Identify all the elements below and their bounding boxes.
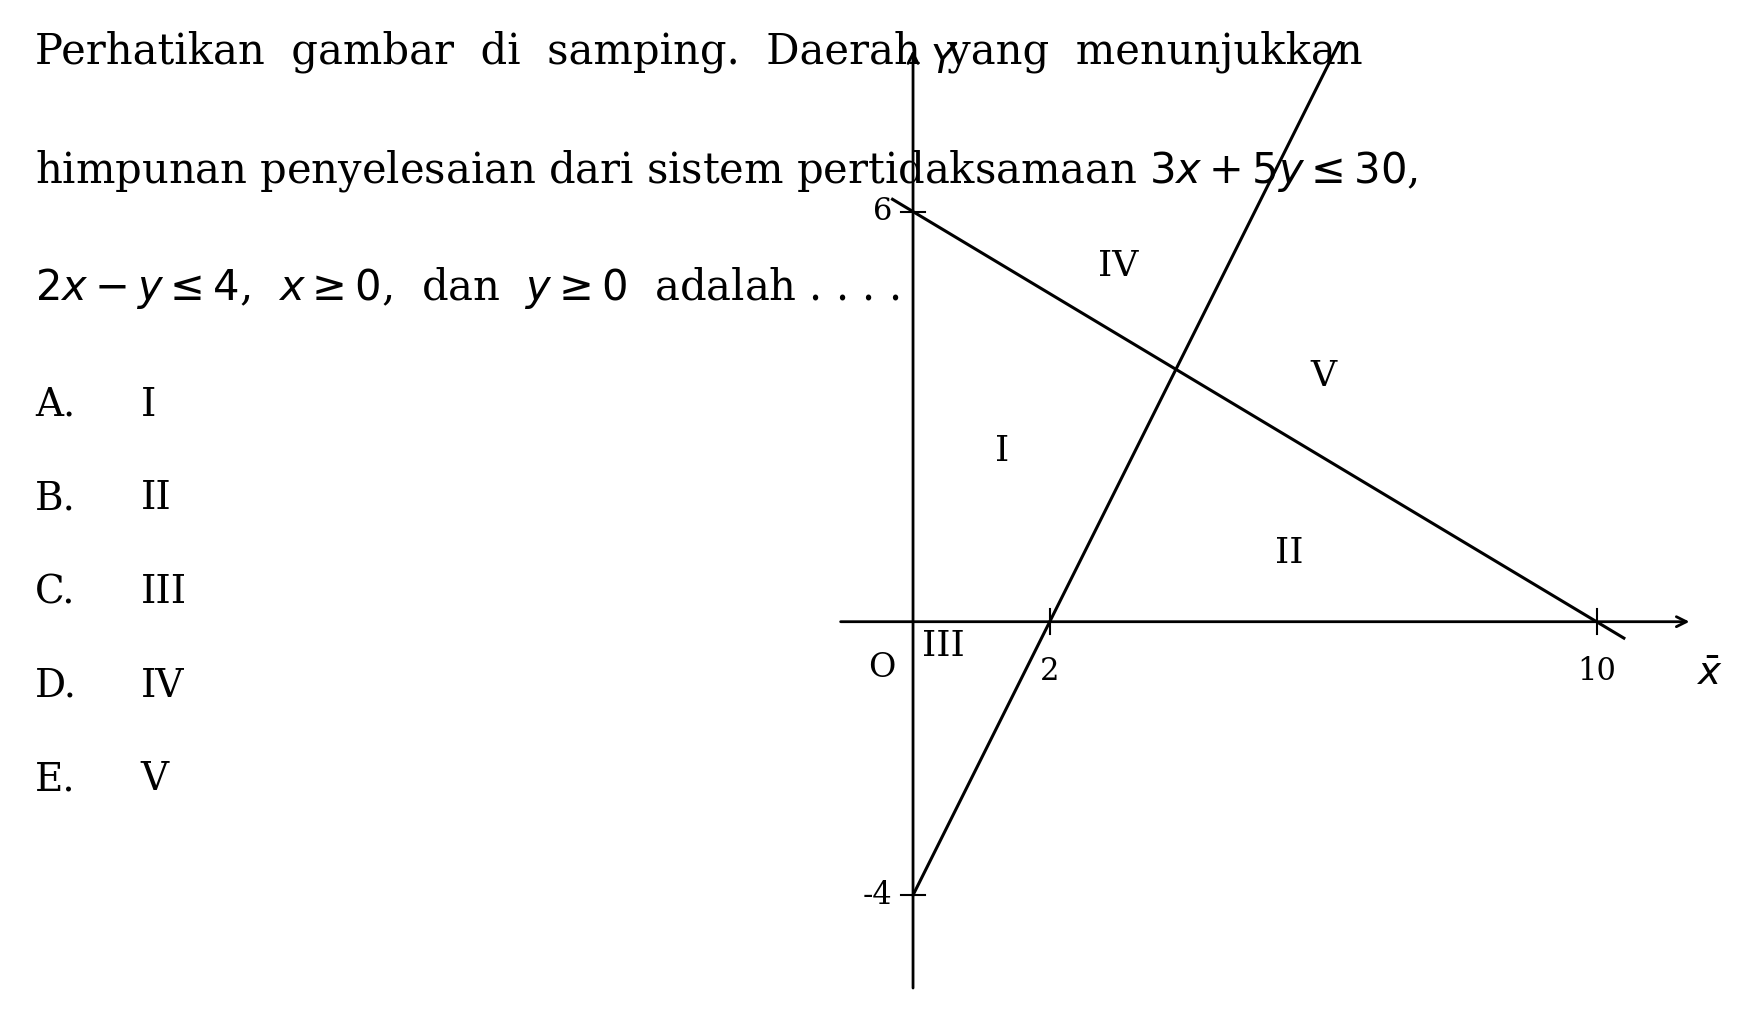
Text: -4: -4: [863, 880, 893, 911]
Text: I: I: [141, 387, 156, 423]
Text: II: II: [1276, 536, 1304, 570]
Text: 6: 6: [873, 196, 893, 227]
Text: IV: IV: [1098, 249, 1139, 283]
Text: V: V: [1311, 358, 1337, 393]
Text: 10: 10: [1578, 656, 1616, 687]
Text: C.: C.: [35, 574, 76, 611]
Text: IV: IV: [141, 668, 184, 704]
Text: II: II: [141, 480, 172, 517]
Text: himpunan penyelesaian dari sistem pertidaksamaan $3x + 5y \leq 30$,: himpunan penyelesaian dari sistem pertid…: [35, 148, 1418, 193]
Text: 2: 2: [1040, 656, 1059, 687]
Text: A.: A.: [35, 387, 76, 423]
Text: I: I: [994, 434, 1009, 468]
Text: V: V: [141, 761, 169, 798]
Text: Perhatikan  gambar  di  samping.  Daerah  yang  menunjukkan: Perhatikan gambar di samping. Daerah yan…: [35, 31, 1363, 73]
Text: O: O: [868, 653, 896, 684]
Text: III: III: [141, 574, 186, 611]
Text: $2x - y \leq 4$,  $x \geq 0$,  dan  $y \geq 0$  adalah . . . .: $2x - y \leq 4$, $x \geq 0$, dan $y \geq…: [35, 265, 900, 310]
Text: E.: E.: [35, 761, 76, 798]
Text: B.: B.: [35, 480, 76, 517]
Text: D.: D.: [35, 668, 77, 704]
Text: $Y$: $Y$: [929, 44, 958, 81]
Text: $\bar{x}$: $\bar{x}$: [1696, 656, 1722, 693]
Text: III: III: [922, 629, 965, 663]
